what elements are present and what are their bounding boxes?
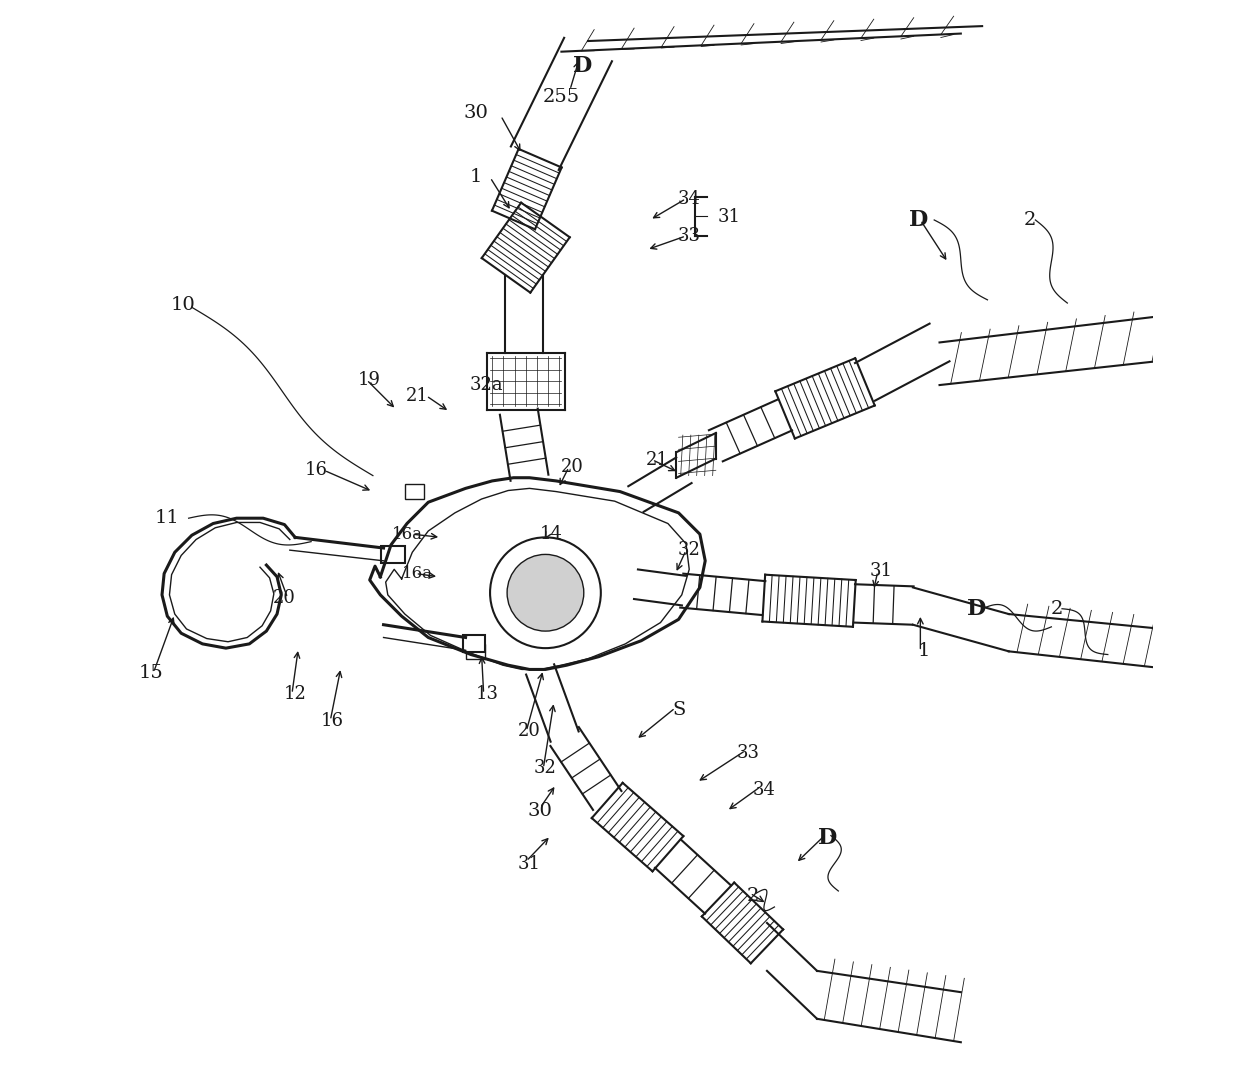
Text: 21: 21 (646, 451, 668, 468)
Text: D: D (909, 209, 928, 231)
Text: 33: 33 (678, 227, 701, 245)
Text: 20: 20 (560, 459, 584, 476)
Text: S: S (672, 701, 686, 719)
Text: 10: 10 (171, 296, 196, 314)
Text: 16: 16 (305, 461, 327, 479)
Text: 31: 31 (869, 562, 893, 581)
Text: 1: 1 (918, 642, 930, 660)
Text: 11: 11 (155, 509, 180, 528)
Text: 31: 31 (518, 856, 541, 873)
Text: 32a: 32a (470, 377, 503, 394)
Text: 21: 21 (407, 386, 429, 405)
Text: 2: 2 (1024, 211, 1037, 229)
Text: 14: 14 (539, 525, 562, 543)
Text: 16a: 16a (392, 525, 423, 543)
Text: D: D (573, 55, 593, 77)
Text: 32: 32 (534, 760, 557, 778)
Bar (465, 644, 485, 659)
Text: 31: 31 (718, 208, 742, 226)
Text: 2: 2 (746, 887, 759, 905)
Text: 20: 20 (273, 589, 296, 607)
Text: 20: 20 (518, 722, 541, 740)
Text: 19: 19 (358, 371, 381, 388)
Text: 34: 34 (678, 190, 701, 207)
Text: D: D (818, 827, 837, 849)
Bar (382, 546, 404, 563)
Bar (464, 636, 485, 653)
Text: 255: 255 (543, 88, 580, 107)
Circle shape (507, 555, 584, 631)
Text: 33: 33 (737, 743, 759, 762)
Text: 15: 15 (139, 664, 164, 682)
Text: 16a: 16a (402, 565, 433, 582)
Text: 34: 34 (753, 781, 775, 798)
Text: 30: 30 (464, 105, 489, 122)
Text: 16: 16 (321, 711, 343, 729)
Text: 1: 1 (470, 168, 482, 187)
Text: 32: 32 (678, 542, 701, 559)
Text: 13: 13 (475, 685, 498, 702)
Text: D: D (967, 598, 987, 619)
Circle shape (490, 537, 601, 648)
Text: 12: 12 (284, 685, 306, 702)
Text: 30: 30 (528, 802, 553, 820)
Bar (404, 484, 424, 498)
Text: 2: 2 (1050, 600, 1063, 618)
